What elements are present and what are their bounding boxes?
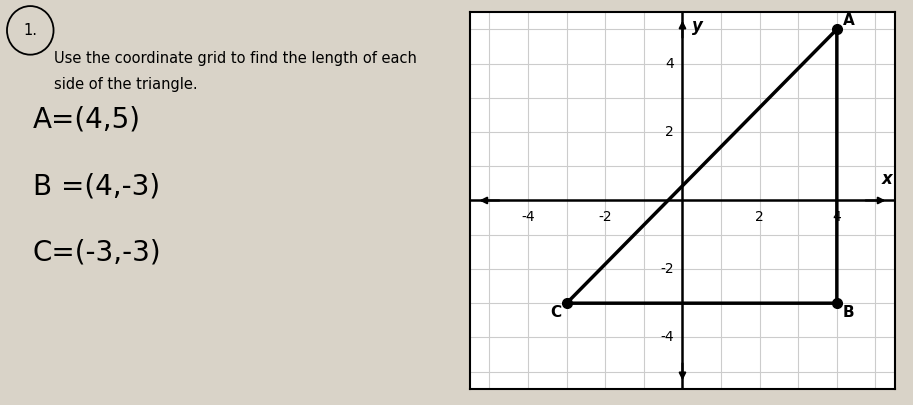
Text: 4: 4 <box>666 57 674 70</box>
Text: C=(-3,-3): C=(-3,-3) <box>33 239 162 267</box>
Text: Use the coordinate grid to find the length of each: Use the coordinate grid to find the leng… <box>54 51 416 66</box>
Text: B =(4,-3): B =(4,-3) <box>33 172 160 200</box>
Text: B: B <box>843 305 855 320</box>
Text: -4: -4 <box>660 330 674 344</box>
Text: -2: -2 <box>598 210 612 224</box>
Text: C: C <box>550 305 561 320</box>
Text: -2: -2 <box>660 262 674 276</box>
Text: -4: -4 <box>521 210 535 224</box>
Text: x: x <box>882 171 893 188</box>
Text: 2: 2 <box>755 210 764 224</box>
Text: A=(4,5): A=(4,5) <box>33 105 141 133</box>
Text: A: A <box>843 13 855 28</box>
Text: 4: 4 <box>833 210 841 224</box>
Text: 1.: 1. <box>23 23 37 38</box>
Text: 2: 2 <box>666 125 674 139</box>
Text: y: y <box>692 17 703 35</box>
Text: side of the triangle.: side of the triangle. <box>54 77 197 92</box>
